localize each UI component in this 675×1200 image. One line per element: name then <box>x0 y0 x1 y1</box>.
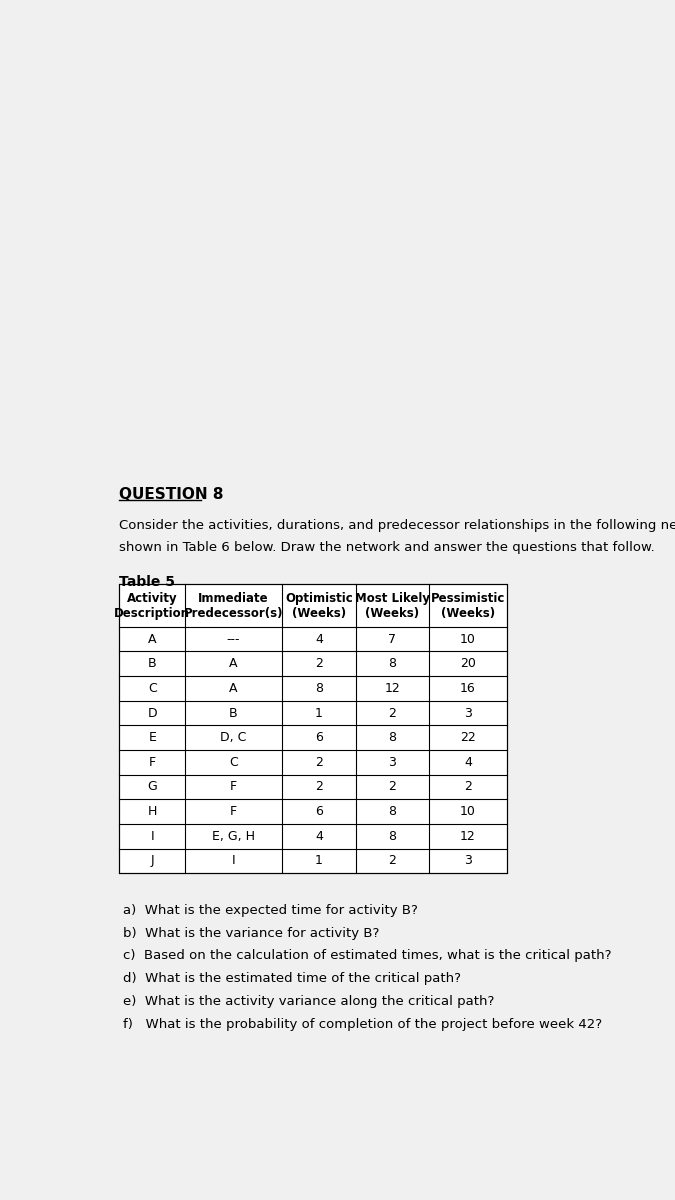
Text: 4: 4 <box>464 756 472 769</box>
Text: d)  What is the estimated time of the critical path?: d) What is the estimated time of the cri… <box>123 972 461 985</box>
Text: 1: 1 <box>315 854 323 868</box>
Text: 12: 12 <box>460 829 476 842</box>
Text: H: H <box>148 805 157 818</box>
Text: ---: --- <box>227 632 240 646</box>
Text: 10: 10 <box>460 805 476 818</box>
Text: D, C: D, C <box>220 731 247 744</box>
Text: 22: 22 <box>460 731 476 744</box>
Text: 8: 8 <box>315 682 323 695</box>
Text: 3: 3 <box>464 707 472 720</box>
Text: 2: 2 <box>389 780 396 793</box>
Text: 8: 8 <box>388 829 396 842</box>
Text: C: C <box>148 682 157 695</box>
Text: J: J <box>151 854 154 868</box>
Text: 4: 4 <box>315 632 323 646</box>
Text: b)  What is the variance for activity B?: b) What is the variance for activity B? <box>123 926 379 940</box>
Text: 20: 20 <box>460 658 476 671</box>
Text: B: B <box>230 707 238 720</box>
Text: 8: 8 <box>388 805 396 818</box>
Text: 2: 2 <box>315 658 323 671</box>
Text: Most Likely
(Weeks): Most Likely (Weeks) <box>355 592 430 619</box>
Text: a)  What is the expected time for activity B?: a) What is the expected time for activit… <box>123 904 418 917</box>
Text: E, G, H: E, G, H <box>212 829 255 842</box>
Text: B: B <box>148 658 157 671</box>
Text: 2: 2 <box>464 780 472 793</box>
Text: 4: 4 <box>315 829 323 842</box>
Text: 3: 3 <box>464 854 472 868</box>
Text: 3: 3 <box>389 756 396 769</box>
Text: 16: 16 <box>460 682 476 695</box>
Text: I: I <box>151 829 154 842</box>
Text: 2: 2 <box>389 707 396 720</box>
Text: e)  What is the activity variance along the critical path?: e) What is the activity variance along t… <box>123 995 495 1008</box>
Text: 8: 8 <box>388 731 396 744</box>
Text: E: E <box>148 731 156 744</box>
Text: shown in Table 6 below. Draw the network and answer the questions that follow.: shown in Table 6 below. Draw the network… <box>119 540 655 553</box>
Text: A: A <box>230 682 238 695</box>
Text: 2: 2 <box>315 780 323 793</box>
Text: QUESTION 8: QUESTION 8 <box>119 487 223 502</box>
Text: 1: 1 <box>315 707 323 720</box>
Text: F: F <box>148 756 156 769</box>
Text: Activity
Description: Activity Description <box>114 592 190 619</box>
Text: 8: 8 <box>388 658 396 671</box>
Text: D: D <box>147 707 157 720</box>
Text: G: G <box>147 780 157 793</box>
Text: I: I <box>232 854 236 868</box>
Text: C: C <box>230 756 238 769</box>
Text: F: F <box>230 805 237 818</box>
Text: 2: 2 <box>389 854 396 868</box>
Text: A: A <box>148 632 157 646</box>
Text: Table 5: Table 5 <box>119 575 176 589</box>
Text: 7: 7 <box>388 632 396 646</box>
Text: 10: 10 <box>460 632 476 646</box>
Text: Consider the activities, durations, and predecessor relationships in the followi: Consider the activities, durations, and … <box>119 518 675 532</box>
Text: 6: 6 <box>315 805 323 818</box>
Text: f)   What is the probability of completion of the project before week 42?: f) What is the probability of completion… <box>123 1018 602 1031</box>
Text: Pessimistic
(Weeks): Pessimistic (Weeks) <box>431 592 505 619</box>
Text: A: A <box>230 658 238 671</box>
FancyBboxPatch shape <box>119 584 507 874</box>
Text: 12: 12 <box>385 682 400 695</box>
Text: F: F <box>230 780 237 793</box>
Text: 2: 2 <box>315 756 323 769</box>
Text: Optimistic
(Weeks): Optimistic (Weeks) <box>285 592 352 619</box>
Text: c)  Based on the calculation of estimated times, what is the critical path?: c) Based on the calculation of estimated… <box>123 949 612 962</box>
Text: 6: 6 <box>315 731 323 744</box>
Text: Immediate
Predecessor(s): Immediate Predecessor(s) <box>184 592 284 619</box>
